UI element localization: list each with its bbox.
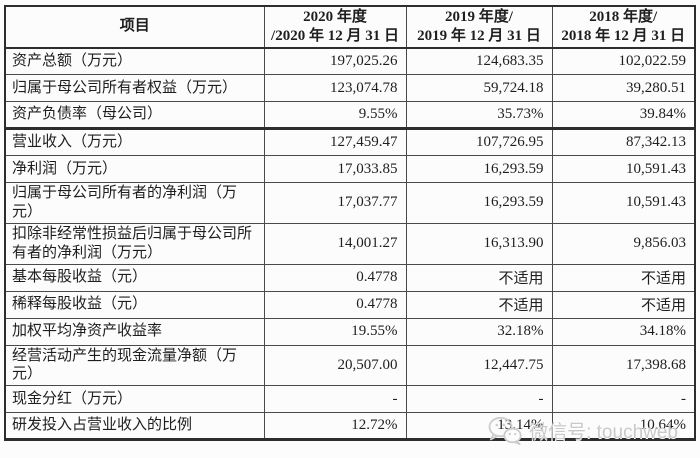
row-label: 归属于母公司所有者权益（万元）	[4, 74, 265, 102]
row-label: 资产负债率（母公司）	[4, 101, 265, 129]
value-2018: 17,398.68	[551, 344, 696, 386]
value-2018: 10,591.43	[551, 155, 696, 183]
value-2020: 17,033.85	[263, 155, 407, 183]
value-2020: 0.4778	[263, 290, 407, 319]
table-row-debt-ratio: 资产负债率（母公司） 9.55% 35.73% 39.84%	[4, 101, 696, 129]
wechat-icon	[487, 416, 523, 445]
table-row-cash-dividend: 现金分红（万元） - - -	[4, 385, 696, 413]
value-2020: 197,025.26	[263, 47, 407, 75]
header-2018-column: 2018 年度/ 2018 年 12 月 31 日	[551, 5, 696, 49]
value-2018: 34.18%	[551, 317, 696, 346]
value-2018: 不适用	[551, 263, 696, 292]
value-2018: 10.64%	[551, 412, 696, 440]
value-2019: 16,293.59	[405, 182, 553, 224]
row-label: 扣除非经常性损益后归属于母公司所 有者的净利润（万元）	[4, 222, 265, 265]
value-2019: 16,313.90	[405, 222, 553, 265]
row-label: 研发投入占营业收入的比例	[4, 412, 265, 440]
table-row-revenue: 营业收入（万元） 127,459.47 107,726.95 87,342.13	[4, 127, 696, 156]
wechat-id-label: 微信号: touchweb	[529, 422, 678, 443]
header-2018-line2: 2018 年 12 月 31 日	[561, 27, 686, 44]
value-2020: 17,037.77	[263, 182, 407, 224]
value-2020: -	[263, 385, 407, 413]
value-2019: 12,447.75	[405, 344, 553, 386]
value-2019: 不适用	[405, 263, 553, 292]
value-2019: 32.18%	[405, 317, 553, 346]
row-label: 资产总额（万元）	[4, 47, 265, 75]
value-2020: 123,074.78	[263, 74, 407, 102]
value-2020: 127,459.47	[263, 127, 407, 156]
table-row-deducted-net-profit: 扣除非经常性损益后归属于母公司所 有者的净利润（万元） 14,001.27 16…	[4, 222, 696, 265]
value-2018: 9,856.03	[551, 222, 696, 265]
header-row: 项目 2020 年度 /2020 年 12 月 31 日 2019 年度/ 20…	[4, 5, 696, 49]
value-2019: 16,293.59	[405, 155, 553, 183]
table-row-operating-cash-flow: 经营活动产生的现金流量净额（万元） 20,507.00 12,447.75 17…	[4, 344, 696, 386]
row-label: 稀释每股收益（元）	[4, 290, 265, 319]
value-2019: 107,726.95	[405, 127, 553, 156]
table-row-rd-ratio: 研发投入占营业收入的比例 12.72% 13.14% 10.64%	[4, 412, 696, 440]
header-2020-line1: 2020 年度	[303, 9, 367, 25]
value-2018: 10,591.43	[551, 182, 696, 224]
header-2020-line2: /2020 年 12 月 31 日	[271, 27, 399, 44]
table-row-net-profit: 净利润（万元） 17,033.85 16,293.59 10,591.43	[4, 155, 696, 183]
row-label: 经营活动产生的现金流量净额（万元）	[4, 344, 265, 386]
value-2020: 9.55%	[263, 101, 407, 129]
value-2019: 35.73%	[405, 101, 553, 129]
value-2019: -	[405, 385, 553, 413]
row-label: 加权平均净资产收益率	[4, 317, 265, 346]
header-item-column: 项目	[4, 5, 265, 49]
header-2018-line1: 2018 年度/	[589, 9, 658, 25]
value-2018: 102,022.59	[551, 47, 696, 75]
header-2019-column: 2019 年度/ 2019 年 12 月 31 日	[405, 5, 553, 49]
table-row-diluted-eps: 稀释每股收益（元） 0.4778 不适用 不适用	[4, 290, 696, 319]
value-2018: -	[551, 385, 696, 413]
wechat-watermark: 微信号: touchweb	[487, 416, 678, 445]
value-2020: 0.4778	[263, 263, 407, 292]
financial-summary-table: 项目 2020 年度 /2020 年 12 月 31 日 2019 年度/ 20…	[4, 5, 696, 441]
row-label: 净利润（万元）	[4, 155, 265, 183]
value-2018: 不适用	[551, 290, 696, 319]
value-2020: 14,001.27	[263, 222, 407, 265]
value-2018: 39.84%	[551, 101, 696, 129]
value-2019: 59,724.18	[405, 74, 553, 102]
header-item-label: 项目	[119, 18, 150, 35]
table-row-parent-equity: 归属于母公司所有者权益（万元） 123,074.78 59,724.18 39,…	[4, 74, 696, 102]
value-2020: 12.72%	[263, 412, 407, 440]
value-2019: 不适用	[405, 290, 553, 319]
table-row-basic-eps: 基本每股收益（元） 0.4778 不适用 不适用	[4, 263, 696, 292]
value-2020: 19.55%	[263, 317, 407, 346]
header-2020-column: 2020 年度 /2020 年 12 月 31 日	[263, 5, 407, 49]
table-row-weighted-avg-roe: 加权平均净资产收益率 19.55% 32.18% 34.18%	[4, 317, 696, 346]
table-row-total-assets: 资产总额（万元） 197,025.26 124,683.35 102,022.5…	[4, 47, 696, 75]
table-row-parent-net-profit: 归属于母公司所有者的净利润（万元） 17,037.77 16,293.59 10…	[4, 182, 696, 224]
header-2019-line2: 2019 年 12 月 31 日	[417, 27, 541, 44]
row-label: 基本每股收益（元）	[4, 263, 265, 292]
value-2019: 124,683.35	[405, 47, 553, 75]
value-2018: 39,280.51	[551, 74, 696, 102]
value-2020: 20,507.00	[263, 344, 407, 386]
row-label: 营业收入（万元）	[4, 127, 265, 156]
header-2019-line1: 2019 年度/	[445, 9, 513, 25]
row-label: 归属于母公司所有者的净利润（万元）	[4, 182, 265, 224]
row-label: 现金分红（万元）	[4, 385, 265, 413]
value-2018: 87,342.13	[551, 127, 696, 156]
